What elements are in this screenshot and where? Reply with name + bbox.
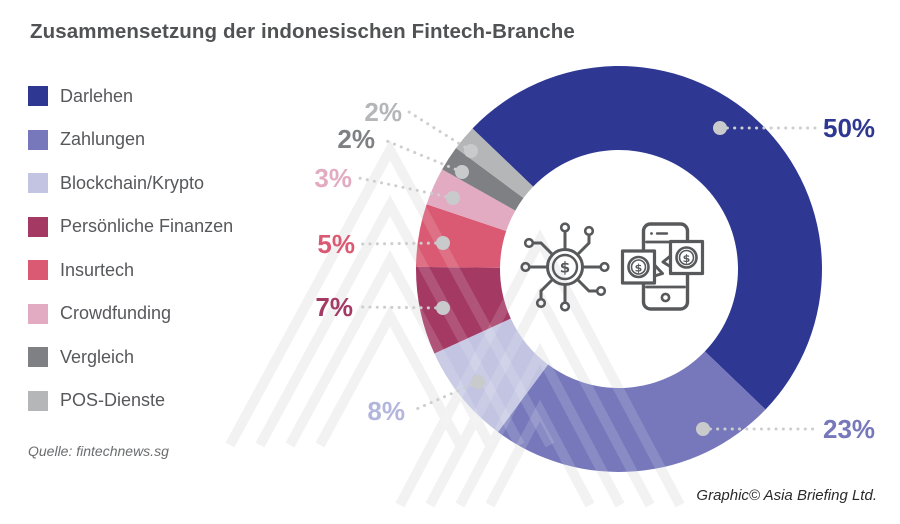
pct-label-pos-dienste: 2% (364, 97, 402, 127)
fintech-network-icon: $ (520, 222, 610, 312)
donut-slice-darlehen (472, 65, 822, 410)
leader-line (357, 176, 455, 200)
donut-slice-vergleich (442, 147, 524, 211)
legend-item-insurtech: Insurtech (28, 260, 233, 280)
donut-slice-blockchain-krypto (434, 318, 549, 432)
pct-label-pers-nliche-finanzen: 7% (315, 292, 353, 322)
leader-dot (436, 236, 450, 250)
pct-label-insurtech: 5% (317, 229, 355, 259)
source-note: Quelle: fintechnews.sg (28, 443, 169, 459)
leader-dot (446, 191, 460, 205)
credit-note: Graphic© Asia Briefing Ltd. (696, 487, 877, 504)
legend-swatch (28, 260, 48, 280)
legend-label: Zahlungen (60, 129, 146, 149)
watermark-chevron (225, 139, 555, 448)
legend-swatch (28, 86, 48, 106)
donut-slice-insurtech (416, 204, 507, 268)
watermark-chevron (285, 250, 495, 448)
svg-text:$: $ (560, 259, 570, 277)
legend-swatch (28, 173, 48, 193)
legend-label: Crowdfunding (60, 303, 172, 323)
legend-item-pers-nliche-finanzen: Persönliche Finanzen (28, 216, 234, 237)
donut-slices (416, 65, 822, 473)
legend-item-zahlungen: Zahlungen (28, 129, 233, 150)
leader-dot (471, 375, 485, 389)
watermark-chevron (315, 305, 465, 448)
dollar-bubble-right-icon: $ (661, 239, 705, 276)
legend-swatch (28, 129, 48, 150)
svg-text:$: $ (635, 262, 643, 275)
legend-item-blockchain-krypto: Blockchain/Krypto (28, 173, 233, 193)
legend-label: Darlehen (60, 85, 134, 106)
watermark-chevron (255, 194, 525, 448)
pct-label-darlehen: 50% (823, 113, 876, 143)
leader-dot (436, 301, 450, 315)
leader-lines (357, 110, 818, 436)
leader-dot (464, 144, 478, 158)
svg-text:$: $ (683, 252, 691, 265)
legend-item-vergleich: Vergleich (28, 347, 233, 367)
legend-label: Insurtech (60, 259, 135, 280)
mobile-payment-icon: $ $ (620, 222, 705, 311)
legend-item-darlehen: Darlehen (28, 86, 233, 106)
leader-dot (713, 121, 727, 135)
donut-slice-pers-nliche-finanzen (416, 266, 511, 354)
leader-line (360, 241, 445, 246)
legend-swatch (28, 390, 48, 411)
legend-item-pos-dienste: POS-Dienste (28, 390, 233, 411)
pct-label-zahlungen: 23% (823, 414, 876, 444)
leader-line (407, 110, 473, 153)
watermark-chevron (485, 399, 595, 508)
leader-dot (696, 422, 710, 436)
watermark-chevron (395, 229, 685, 508)
legend-label: Blockchain/Krypto (60, 172, 205, 193)
legend: Darlehen Zahlungen Blockchain/Krypto Persön… (28, 86, 233, 434)
legend-label: Vergleich (60, 346, 135, 367)
legend-swatch (28, 347, 48, 367)
legend-item-crowdfunding: Crowdfunding (28, 303, 233, 324)
watermark-chevron (455, 342, 625, 508)
leader-line (410, 380, 480, 413)
dollar-bubble-left-icon: $ (620, 249, 664, 285)
donut-slice-zahlungen (497, 351, 766, 473)
donut-slice-crowdfunding (426, 169, 516, 232)
legend-label: Persönliche Finanzen (60, 216, 234, 236)
leader-line (380, 137, 464, 174)
leader-dot (455, 165, 469, 179)
watermark-chevron (315, 305, 465, 448)
leader-line (358, 305, 445, 310)
watermark-overlay (225, 139, 685, 508)
legend-label: POS-Dienste (60, 390, 166, 410)
legend-swatch (28, 216, 48, 237)
page-title: Zusammensetzung der indonesischen Fintec… (30, 20, 575, 43)
pct-label-blockchain-krypto: 8% (367, 396, 405, 426)
pct-label-vergleich: 2% (337, 124, 375, 154)
pct-label-crowdfunding: 3% (314, 163, 352, 193)
legend-swatch (28, 303, 48, 324)
